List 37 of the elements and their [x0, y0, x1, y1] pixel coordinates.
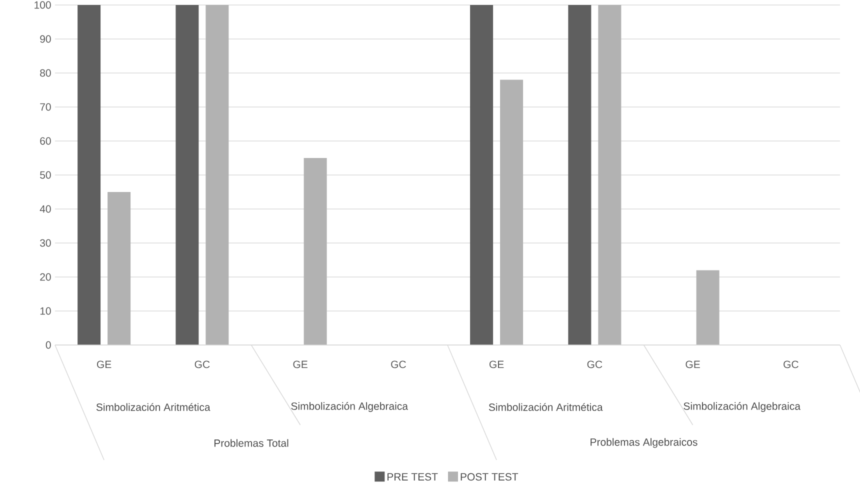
legend-label: PRE TEST: [388, 473, 438, 481]
x-tick-label: GE: [97, 360, 112, 368]
x-tick-label: GC: [391, 360, 406, 368]
bar: [108, 192, 131, 345]
y-tick-label: 20: [40, 273, 51, 281]
text: Simbolización Aritmética: [96, 403, 210, 411]
y-tick-label: 30: [40, 239, 51, 247]
y-tick-label: 0: [46, 341, 51, 349]
x-tick-label: GE: [293, 360, 308, 368]
x-tick-label: GE: [686, 360, 700, 368]
text: Problemas Algebraicos: [590, 438, 698, 448]
y-tick-label: 90: [40, 35, 51, 43]
y-tick-label: 70: [40, 103, 51, 111]
bar: [568, 4, 592, 345]
bar: [598, 4, 622, 345]
y-tick-label: 40: [40, 205, 51, 213]
x-tick-label: GC: [194, 360, 210, 368]
text: Simbolización Algebraica: [684, 402, 801, 412]
bar: [500, 80, 524, 345]
x-tick-label: GC: [784, 360, 798, 368]
bar: [470, 4, 494, 345]
bar: [176, 4, 199, 345]
bar: [78, 4, 101, 345]
y-tick-label: 60: [40, 137, 51, 145]
y-tick-label: 10: [40, 307, 51, 315]
text: Simbolización Aritmética: [488, 403, 603, 411]
x-tick-label: GC: [587, 360, 602, 368]
y-tick-label: 80: [40, 69, 51, 77]
bar: [206, 4, 229, 345]
bar: [696, 270, 720, 345]
text: Problemas Total: [214, 439, 288, 447]
y-tick-label: 50: [40, 171, 51, 179]
x-tick-label: GE: [490, 360, 504, 368]
legend-label: POST TEST: [460, 473, 518, 481]
y-tick-label: 100: [34, 1, 51, 9]
text: Simbolización Algebraica: [291, 402, 408, 412]
bar: [304, 158, 327, 345]
